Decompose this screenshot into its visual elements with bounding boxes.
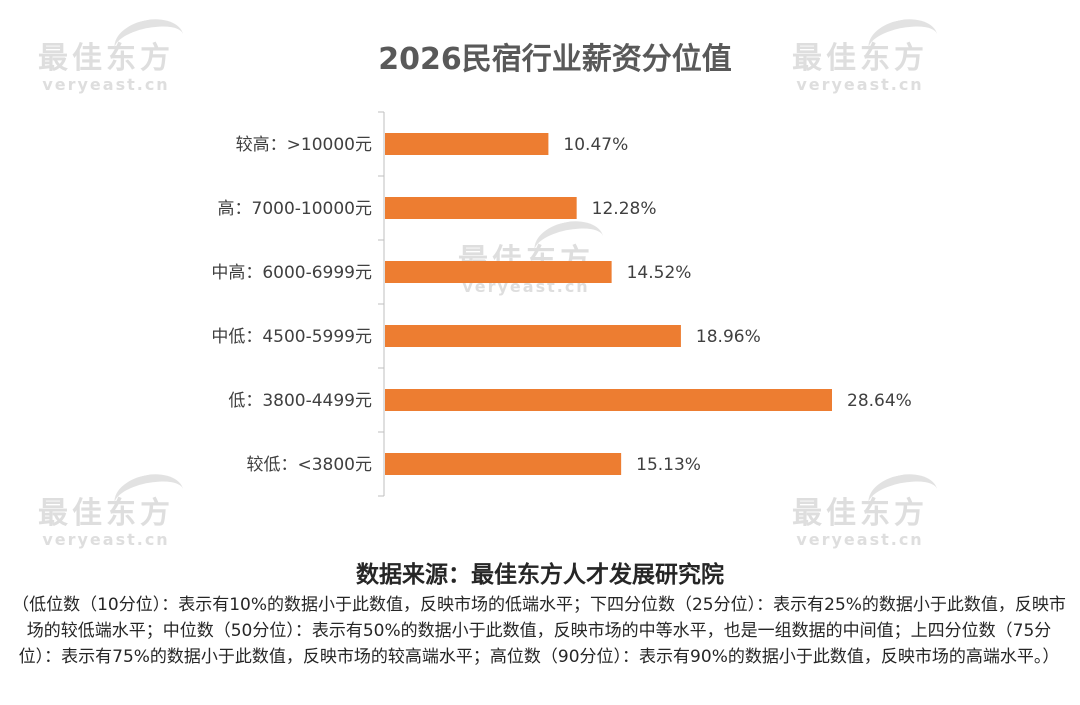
value-label: 14.52% xyxy=(627,263,692,283)
category-label: 中低：4500-5999元 xyxy=(211,327,372,347)
bar xyxy=(385,261,612,283)
value-label: 10.47% xyxy=(563,135,628,155)
watermark-domain: veryeast.cn xyxy=(796,530,924,549)
bar xyxy=(385,389,832,411)
value-label: 12.28% xyxy=(592,199,657,219)
value-label: 15.13% xyxy=(636,455,701,475)
bar xyxy=(385,133,549,155)
data-source: 数据来源：最佳东方人才发展研究院 xyxy=(356,562,724,588)
percentile-note: （低位数（10分位）：表示有10%的数据小于此数值，反映市场的低端水平；下四分位… xyxy=(12,595,1066,667)
category-label: 较高：>10000元 xyxy=(236,135,372,155)
value-label: 18.96% xyxy=(696,327,761,347)
category-label: 较低：<3800元 xyxy=(246,455,372,475)
bar xyxy=(385,453,622,475)
category-label: 低：3800-4499元 xyxy=(228,391,372,411)
chart-title: 2026民宿行业薪资分位值 xyxy=(378,42,732,77)
category-label: 中高：6000-6999元 xyxy=(211,263,372,283)
bar xyxy=(385,325,681,347)
watermark-domain: veryeast.cn xyxy=(42,530,170,549)
value-label: 28.64% xyxy=(847,391,912,411)
bar xyxy=(385,197,577,219)
category-label: 高：7000-10000元 xyxy=(218,199,372,219)
bar-chart: 较高：>10000元 10.47% 高：7000-10000元 12.28% 中高：60… xyxy=(211,111,912,497)
